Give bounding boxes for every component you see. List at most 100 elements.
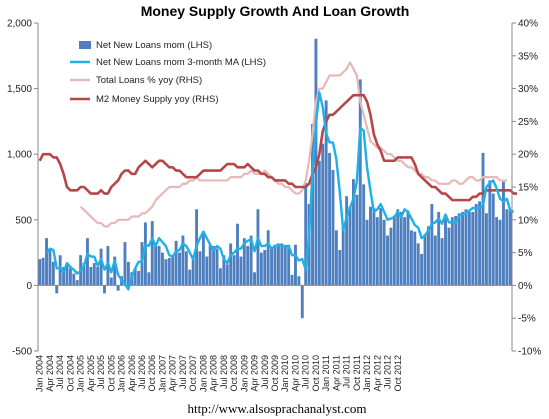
legend-label-bars: Net New Loans mom (LHS) xyxy=(96,40,212,51)
loan-bar xyxy=(375,217,379,286)
loan-bar xyxy=(481,152,485,286)
x-tick-label: Apr 2004 xyxy=(45,355,55,392)
loan-bar xyxy=(259,252,263,286)
x-tick-label: Apr 2010 xyxy=(290,355,300,392)
right-tick-label: -5% xyxy=(518,314,536,325)
x-tick-label: Jul 2006 xyxy=(137,355,147,389)
loan-bar xyxy=(351,179,355,286)
loan-bar xyxy=(348,206,352,286)
loan-bar xyxy=(372,207,376,286)
loan-bar xyxy=(242,238,246,286)
loan-bar xyxy=(178,252,181,286)
legend-label-ma: Net New Loans mom 3-month MA (LHS) xyxy=(96,57,266,68)
loan-bar xyxy=(103,285,106,294)
loan-bar xyxy=(283,246,287,286)
loan-bar xyxy=(300,285,304,319)
right-axis: -10% -5% 0% 5% 10% 15% 20% 25% 30% 35% 40% xyxy=(512,19,541,358)
right-tick-label: 5% xyxy=(518,248,533,259)
right-tick-label: 30% xyxy=(518,84,538,95)
loan-bar xyxy=(55,285,59,294)
loan-bar xyxy=(253,272,256,286)
x-tick-label: Oct 2005 xyxy=(106,355,116,392)
loan-bar xyxy=(232,255,236,286)
loan-bar xyxy=(471,211,475,286)
loan-bar xyxy=(290,274,294,286)
loan-bar xyxy=(150,221,154,286)
right-tick-label: 20% xyxy=(518,150,538,161)
loan-bar xyxy=(399,211,403,286)
left-tick-label: 1,500 xyxy=(7,84,32,95)
loan-bar xyxy=(116,285,120,291)
loan-bar xyxy=(406,210,410,286)
loan-bar xyxy=(82,263,86,286)
x-tick-label: Oct 2008 xyxy=(229,355,239,392)
loan-bar xyxy=(38,259,42,286)
loan-bar xyxy=(423,234,427,286)
x-tick-label: Jul 2007 xyxy=(178,355,188,389)
loan-bar xyxy=(365,219,369,286)
x-tick-label: Jul 2010 xyxy=(301,355,311,389)
x-tick-label: Apr 2006 xyxy=(127,355,137,392)
loan-bar xyxy=(198,251,202,286)
x-tick-label: Jan 2011 xyxy=(321,355,331,391)
left-tick-label: 500 xyxy=(15,215,32,226)
loan-bar xyxy=(474,204,478,286)
loan-bar xyxy=(133,268,137,286)
loan-bar xyxy=(450,217,454,286)
loan-bar xyxy=(164,259,168,286)
loan-bar xyxy=(379,207,383,286)
loan-bar xyxy=(45,238,48,286)
loan-bar xyxy=(167,257,171,286)
loan-bar xyxy=(488,180,492,286)
x-tick-label: Jan 2010 xyxy=(280,355,290,392)
loan-bar xyxy=(157,246,161,286)
x-tick-label: Jul 2008 xyxy=(219,355,229,389)
loan-bar xyxy=(392,215,396,286)
right-tick-label: 0% xyxy=(518,281,533,292)
left-tick-label: -500 xyxy=(12,347,32,358)
loan-bar xyxy=(461,211,465,286)
loan-bar xyxy=(239,256,243,286)
loan-bar xyxy=(294,244,297,286)
loan-bar xyxy=(89,267,93,286)
loan-bar xyxy=(389,227,393,286)
x-tick-label: Apr 2009 xyxy=(250,355,260,392)
loan-bar xyxy=(334,230,338,286)
loan-bar xyxy=(161,252,164,286)
loan-bar xyxy=(171,256,175,286)
loan-bar xyxy=(208,244,212,286)
loan-bar xyxy=(109,277,113,286)
x-tick-label: Oct 2009 xyxy=(270,355,280,392)
loan-bar xyxy=(263,249,267,286)
loan-bar xyxy=(174,240,178,286)
loan-bar xyxy=(321,143,325,286)
loan-bar xyxy=(92,263,96,286)
loan-bar xyxy=(72,273,76,286)
x-tick-label: Oct 2004 xyxy=(65,355,75,392)
loan-bar xyxy=(75,280,79,286)
x-tick-label: Jul 2011 xyxy=(342,355,352,388)
loan-bar xyxy=(324,100,328,286)
loan-bar xyxy=(48,248,52,286)
loan-bar xyxy=(147,272,151,286)
loan-bar xyxy=(270,248,274,286)
loan-bar xyxy=(191,256,195,286)
loan-bars xyxy=(38,38,512,319)
x-tick-label: Jan 2008 xyxy=(198,355,208,392)
loan-bar xyxy=(205,256,209,286)
loan-bar xyxy=(478,201,482,286)
loan-bar xyxy=(297,276,301,286)
loan-bar xyxy=(140,242,144,286)
loan-bar xyxy=(433,235,437,286)
loan-bar xyxy=(212,246,216,286)
loan-bar xyxy=(62,267,66,286)
loan-bar xyxy=(427,226,430,286)
loan-bar xyxy=(430,204,434,286)
loan-bar xyxy=(508,210,512,286)
loan-bar xyxy=(413,231,417,286)
x-tick-label: Jan 2004 xyxy=(35,355,45,392)
x-tick-label: Oct 2007 xyxy=(188,355,198,392)
left-tick-label: 2,000 xyxy=(7,19,32,30)
axis-lines xyxy=(37,23,513,351)
